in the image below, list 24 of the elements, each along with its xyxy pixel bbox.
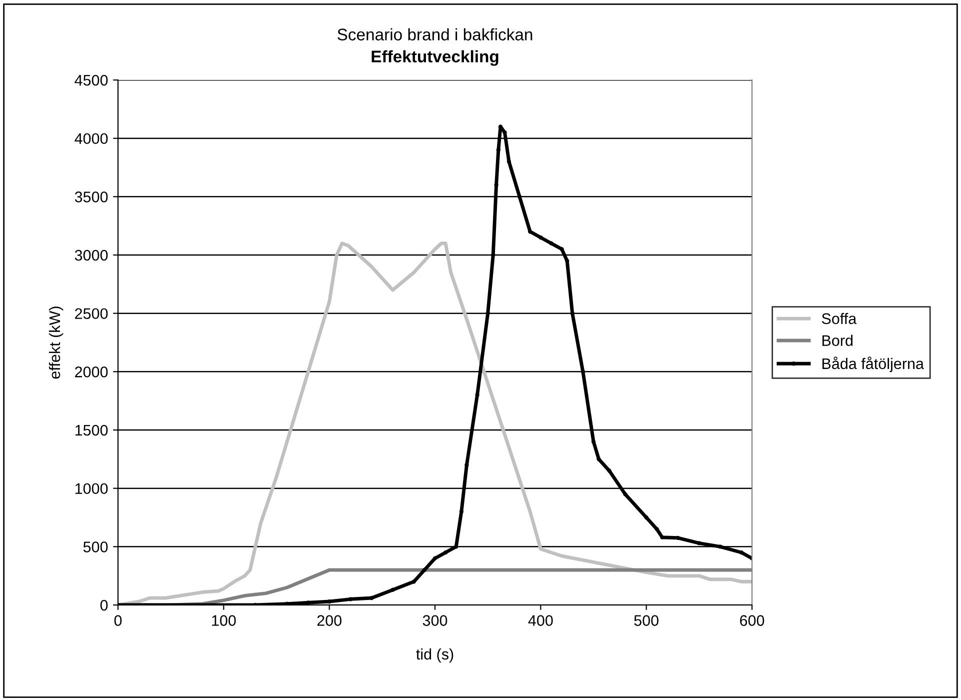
y-tick-label: 1500 — [75, 424, 108, 436]
x-tick-label: 400 — [528, 615, 553, 626]
legend-label: Soffa — [822, 312, 857, 324]
legend-label: Båda fåtöljerna — [822, 356, 924, 372]
y-tick-label: 2500 — [75, 308, 108, 320]
x-tick-label: 500 — [634, 615, 658, 626]
y-tick-label: 1000 — [75, 483, 108, 494]
x-tick-label: 100 — [212, 615, 236, 626]
y-tick-label: 4500 — [74, 74, 108, 86]
y-tick-label: 500 — [83, 542, 108, 552]
y-tick-label: 3000 — [74, 250, 108, 261]
x-tick-label: 300 — [422, 615, 448, 626]
y-tick-label: 3500 — [74, 192, 108, 202]
legend-label: Bord — [822, 334, 852, 346]
x-tick-label: 600 — [740, 615, 764, 626]
x-axis-title: tid (s) — [416, 648, 454, 663]
y-tick-label: 2000 — [75, 366, 108, 378]
x-tick-label: 0 — [114, 615, 122, 626]
chart-subtitle: Effektutveckling — [372, 50, 498, 66]
y-tick-label: 0 — [100, 600, 108, 611]
y-axis-title: effekt (kW) — [48, 306, 64, 379]
x-tick-label: 200 — [317, 615, 342, 626]
y-tick-label: 4000 — [74, 133, 108, 144]
chart-title: Scenario brand i bakfickan — [338, 28, 532, 40]
